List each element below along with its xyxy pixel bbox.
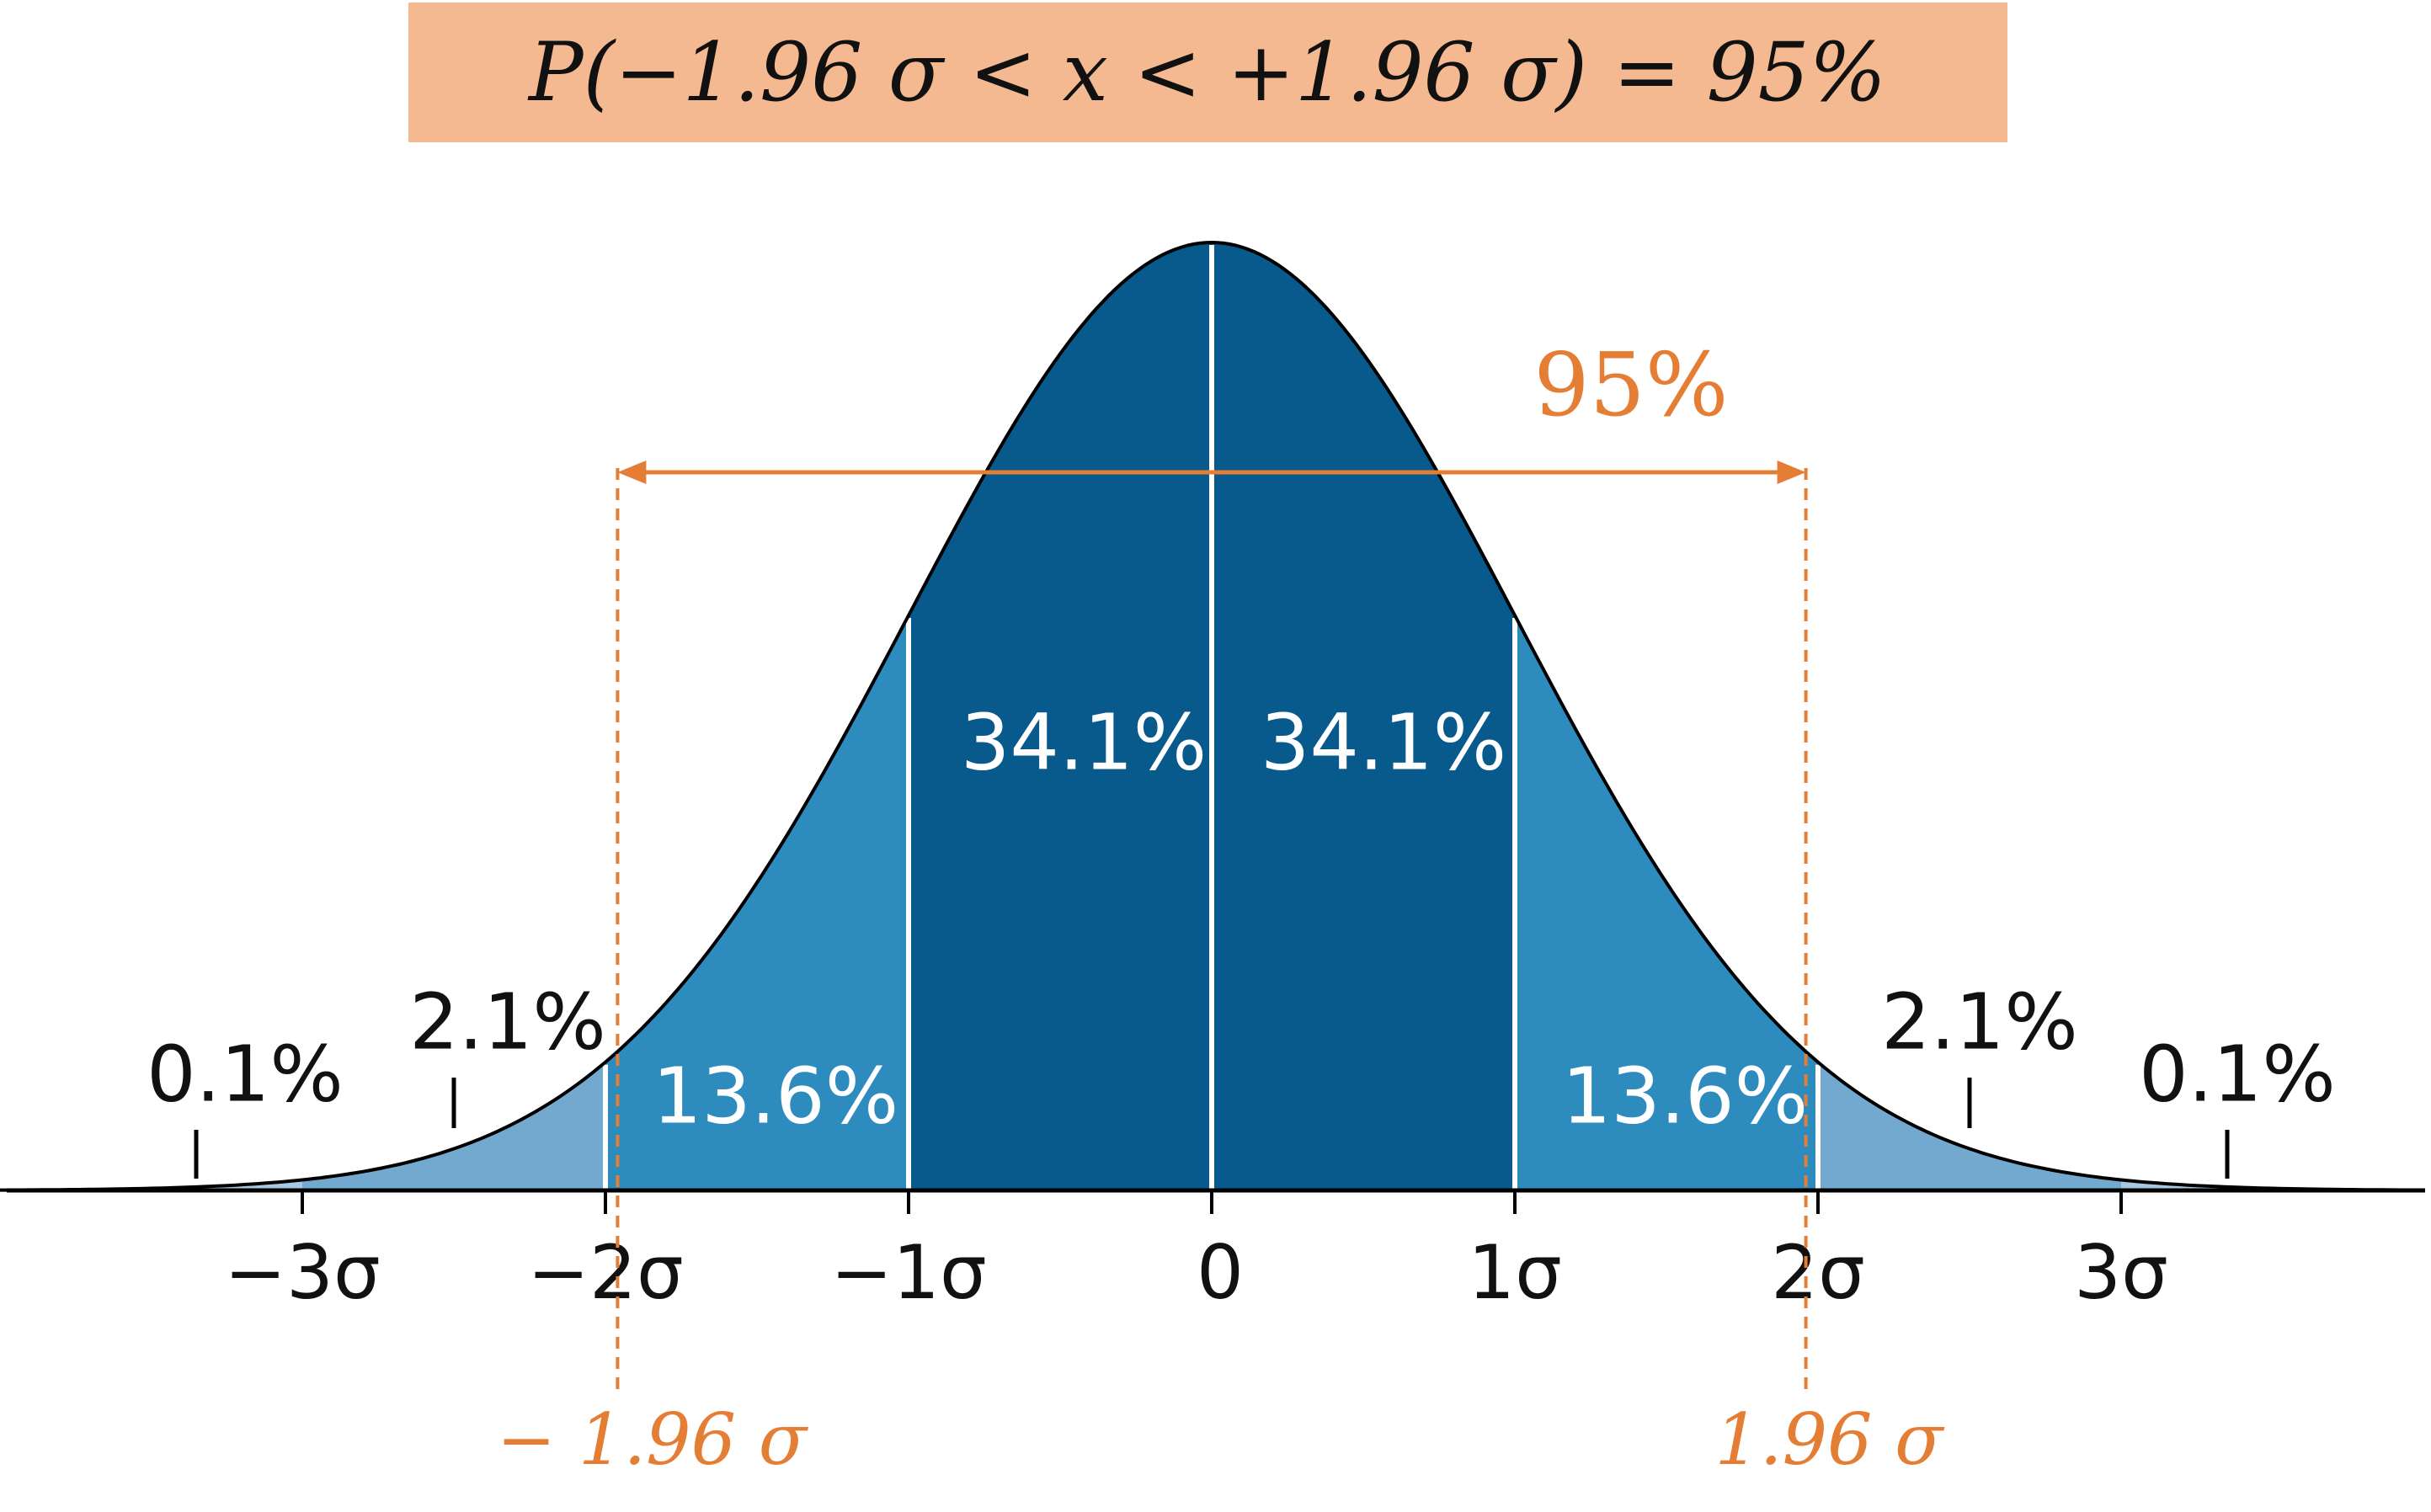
tick-label-4: 1σ <box>1468 1229 1562 1316</box>
band-percent-labels: 34.1% 34.1% 13.6% 13.6% 2.1% 2.1% 0.1% 0… <box>147 698 2336 1142</box>
tick-label-6: 3σ <box>2074 1229 2168 1316</box>
label-01-right: 0.1% <box>2139 1030 2336 1120</box>
arrowhead-right <box>1777 461 1806 484</box>
outer-label-pointers <box>194 1078 2230 1179</box>
band-area-5 <box>1818 1062 2121 1190</box>
label-01-left: 0.1% <box>147 1030 344 1120</box>
coverage-label: 95% <box>1533 333 1728 436</box>
band-area-0 <box>909 242 1212 1190</box>
tick-label-1: −2σ <box>527 1229 684 1316</box>
label-13-left: 13.6% <box>653 1051 898 1142</box>
lower-bound-label: − 1.96 σ <box>497 1398 809 1481</box>
upper-bound-label: 1.96 σ <box>1714 1398 1945 1481</box>
arrowhead-left <box>617 461 647 484</box>
tick-label-5: 2σ <box>1771 1229 1865 1316</box>
probability-bands <box>0 242 2424 1190</box>
sigma-dividers <box>603 245 1821 1190</box>
band-area-1 <box>1212 242 1515 1190</box>
label-2-right: 2.1% <box>1881 977 2078 1067</box>
label-13-right: 13.6% <box>1562 1051 1808 1142</box>
formula-text: P(−1.96 σ < x < +1.96 σ) = 95% <box>527 25 1886 120</box>
label-2-left: 2.1% <box>409 977 606 1067</box>
tick-label-3: 0 <box>1197 1229 1244 1316</box>
bell-curve <box>0 240 2424 1192</box>
band-area-7 <box>2121 1179 2424 1190</box>
formula-banner <box>408 3 2007 142</box>
tick-label-2: −1σ <box>830 1229 987 1316</box>
label-34-right: 34.1% <box>1261 698 1506 788</box>
x-axis-ticks: −3σ −2σ −1σ 0 1σ 2σ 3σ <box>224 1190 2168 1316</box>
label-34-left: 34.1% <box>961 698 1207 788</box>
band-area-4 <box>302 1062 605 1190</box>
band-area-6 <box>0 1179 302 1190</box>
tick-label-0: −3σ <box>224 1229 381 1316</box>
interval-annotation: 95% − 1.96 σ 1.96 σ <box>497 333 1945 1481</box>
